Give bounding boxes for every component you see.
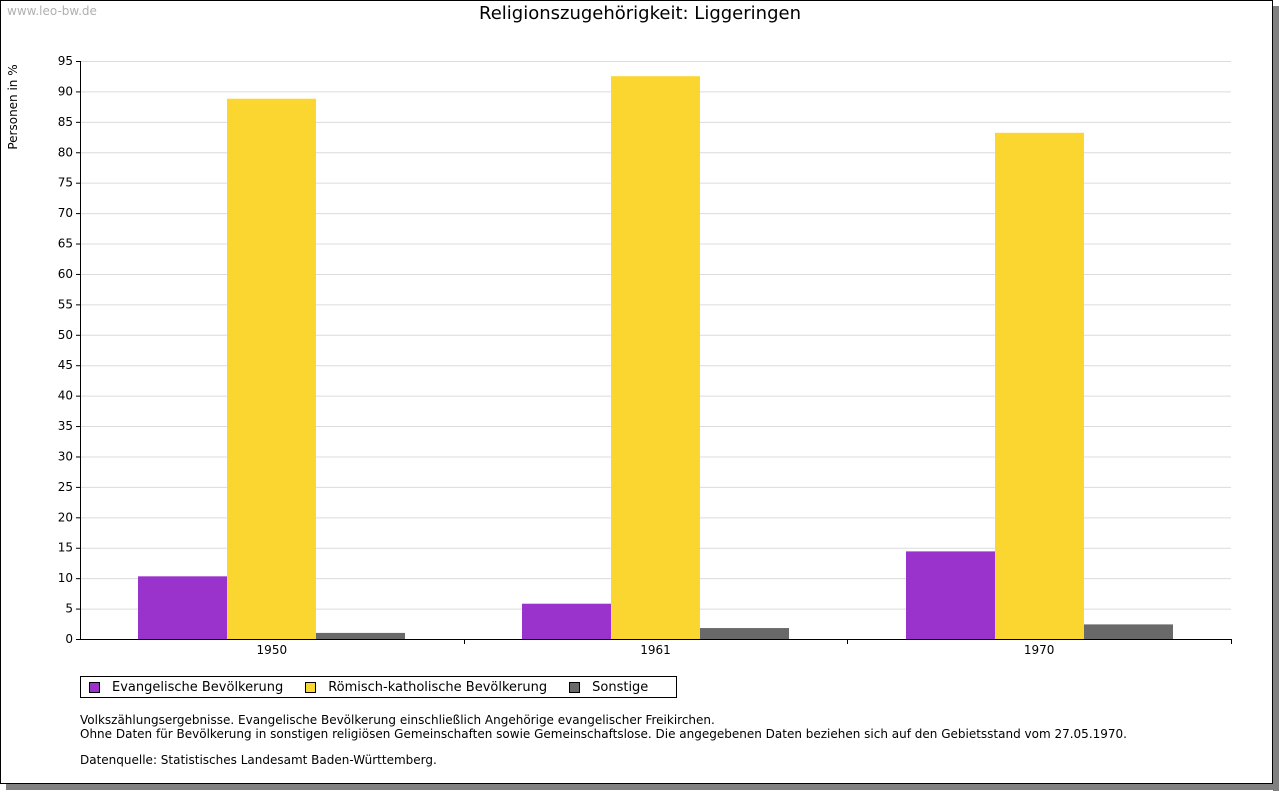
y-tick-label: 65 (58, 237, 73, 251)
bar-1961-sonstige (700, 628, 789, 639)
legend-swatch-katholisch (305, 681, 317, 693)
bar-1961-r-misch-katholische-bev-lkerung (611, 76, 700, 640)
bar-1970-evangelische-bev-lkerung (906, 551, 995, 639)
y-tick-label: 50 (58, 328, 73, 342)
footnotes: Volkszählungsergebnisse. Evangelische Be… (80, 713, 1127, 767)
watermark: www.leo-bw.de (7, 4, 97, 18)
y-tick-label: 75 (58, 176, 73, 190)
bar-1950-sonstige (316, 632, 405, 639)
y-tick-label: 30 (58, 449, 73, 463)
data-source: Datenquelle: Statistisches Landesamt Bad… (80, 753, 437, 767)
legend-item-evangelisch: Evangelische Bevölkerung (89, 680, 283, 695)
y-tick-label: 10 (58, 571, 73, 585)
chart-title: Religionszugehörigkeit: Liggeringen (479, 3, 801, 24)
legend-item-katholisch: Römisch-katholische Bevölkerung (305, 680, 547, 695)
y-tick-label: 90 (58, 84, 73, 98)
bar-1961-evangelische-bev-lkerung (522, 603, 611, 639)
y-tick-label: 25 (58, 480, 73, 494)
y-tick-label: 20 (58, 510, 73, 524)
frame-shadow-bottom (6, 784, 1279, 790)
legend-label-katholisch: Römisch-katholische Bevölkerung (328, 679, 548, 695)
footnote-line-2: Ohne Daten für Bevölkerung in sonstigen … (80, 727, 1127, 741)
bar-1970-sonstige (1084, 624, 1173, 639)
legend: Evangelische Bevölkerung Römisch-katholi… (80, 676, 677, 698)
bar-1970-r-misch-katholische-bev-lkerung (995, 132, 1084, 639)
frame-shadow-right (1273, 6, 1279, 791)
y-tick-label: 0 (65, 632, 73, 646)
legend-swatch-sonstige (569, 681, 581, 693)
y-tick-label: 70 (58, 206, 73, 220)
bar-1950-evangelische-bev-lkerung (138, 576, 227, 639)
y-tick-label: 85 (58, 115, 73, 129)
y-tick-label: 45 (58, 358, 73, 372)
y-tick-label: 5 (65, 602, 73, 616)
x-tick-label: 1961 (640, 643, 671, 657)
bar-1950-r-misch-katholische-bev-lkerung (227, 98, 316, 639)
y-tick-label: 15 (58, 541, 73, 555)
y-tick-label: 95 (58, 54, 73, 68)
legend-label-evangelisch: Evangelische Bevölkerung (112, 679, 284, 695)
legend-swatch-evangelisch (89, 681, 100, 693)
y-tick-label: 35 (58, 419, 73, 433)
y-tick-label: 80 (58, 145, 73, 159)
legend-item-sonstige: Sonstige (569, 680, 648, 695)
y-tick-label: 60 (58, 267, 73, 281)
x-tick-label: 1970 (1024, 643, 1055, 657)
y-tick-label: 55 (58, 297, 73, 311)
legend-label-sonstige: Sonstige (592, 679, 649, 695)
footnote-line-1: Volkszählungsergebnisse. Evangelische Be… (80, 713, 715, 727)
x-tick-label: 1950 (257, 643, 288, 657)
y-tick-label: 40 (58, 389, 73, 403)
